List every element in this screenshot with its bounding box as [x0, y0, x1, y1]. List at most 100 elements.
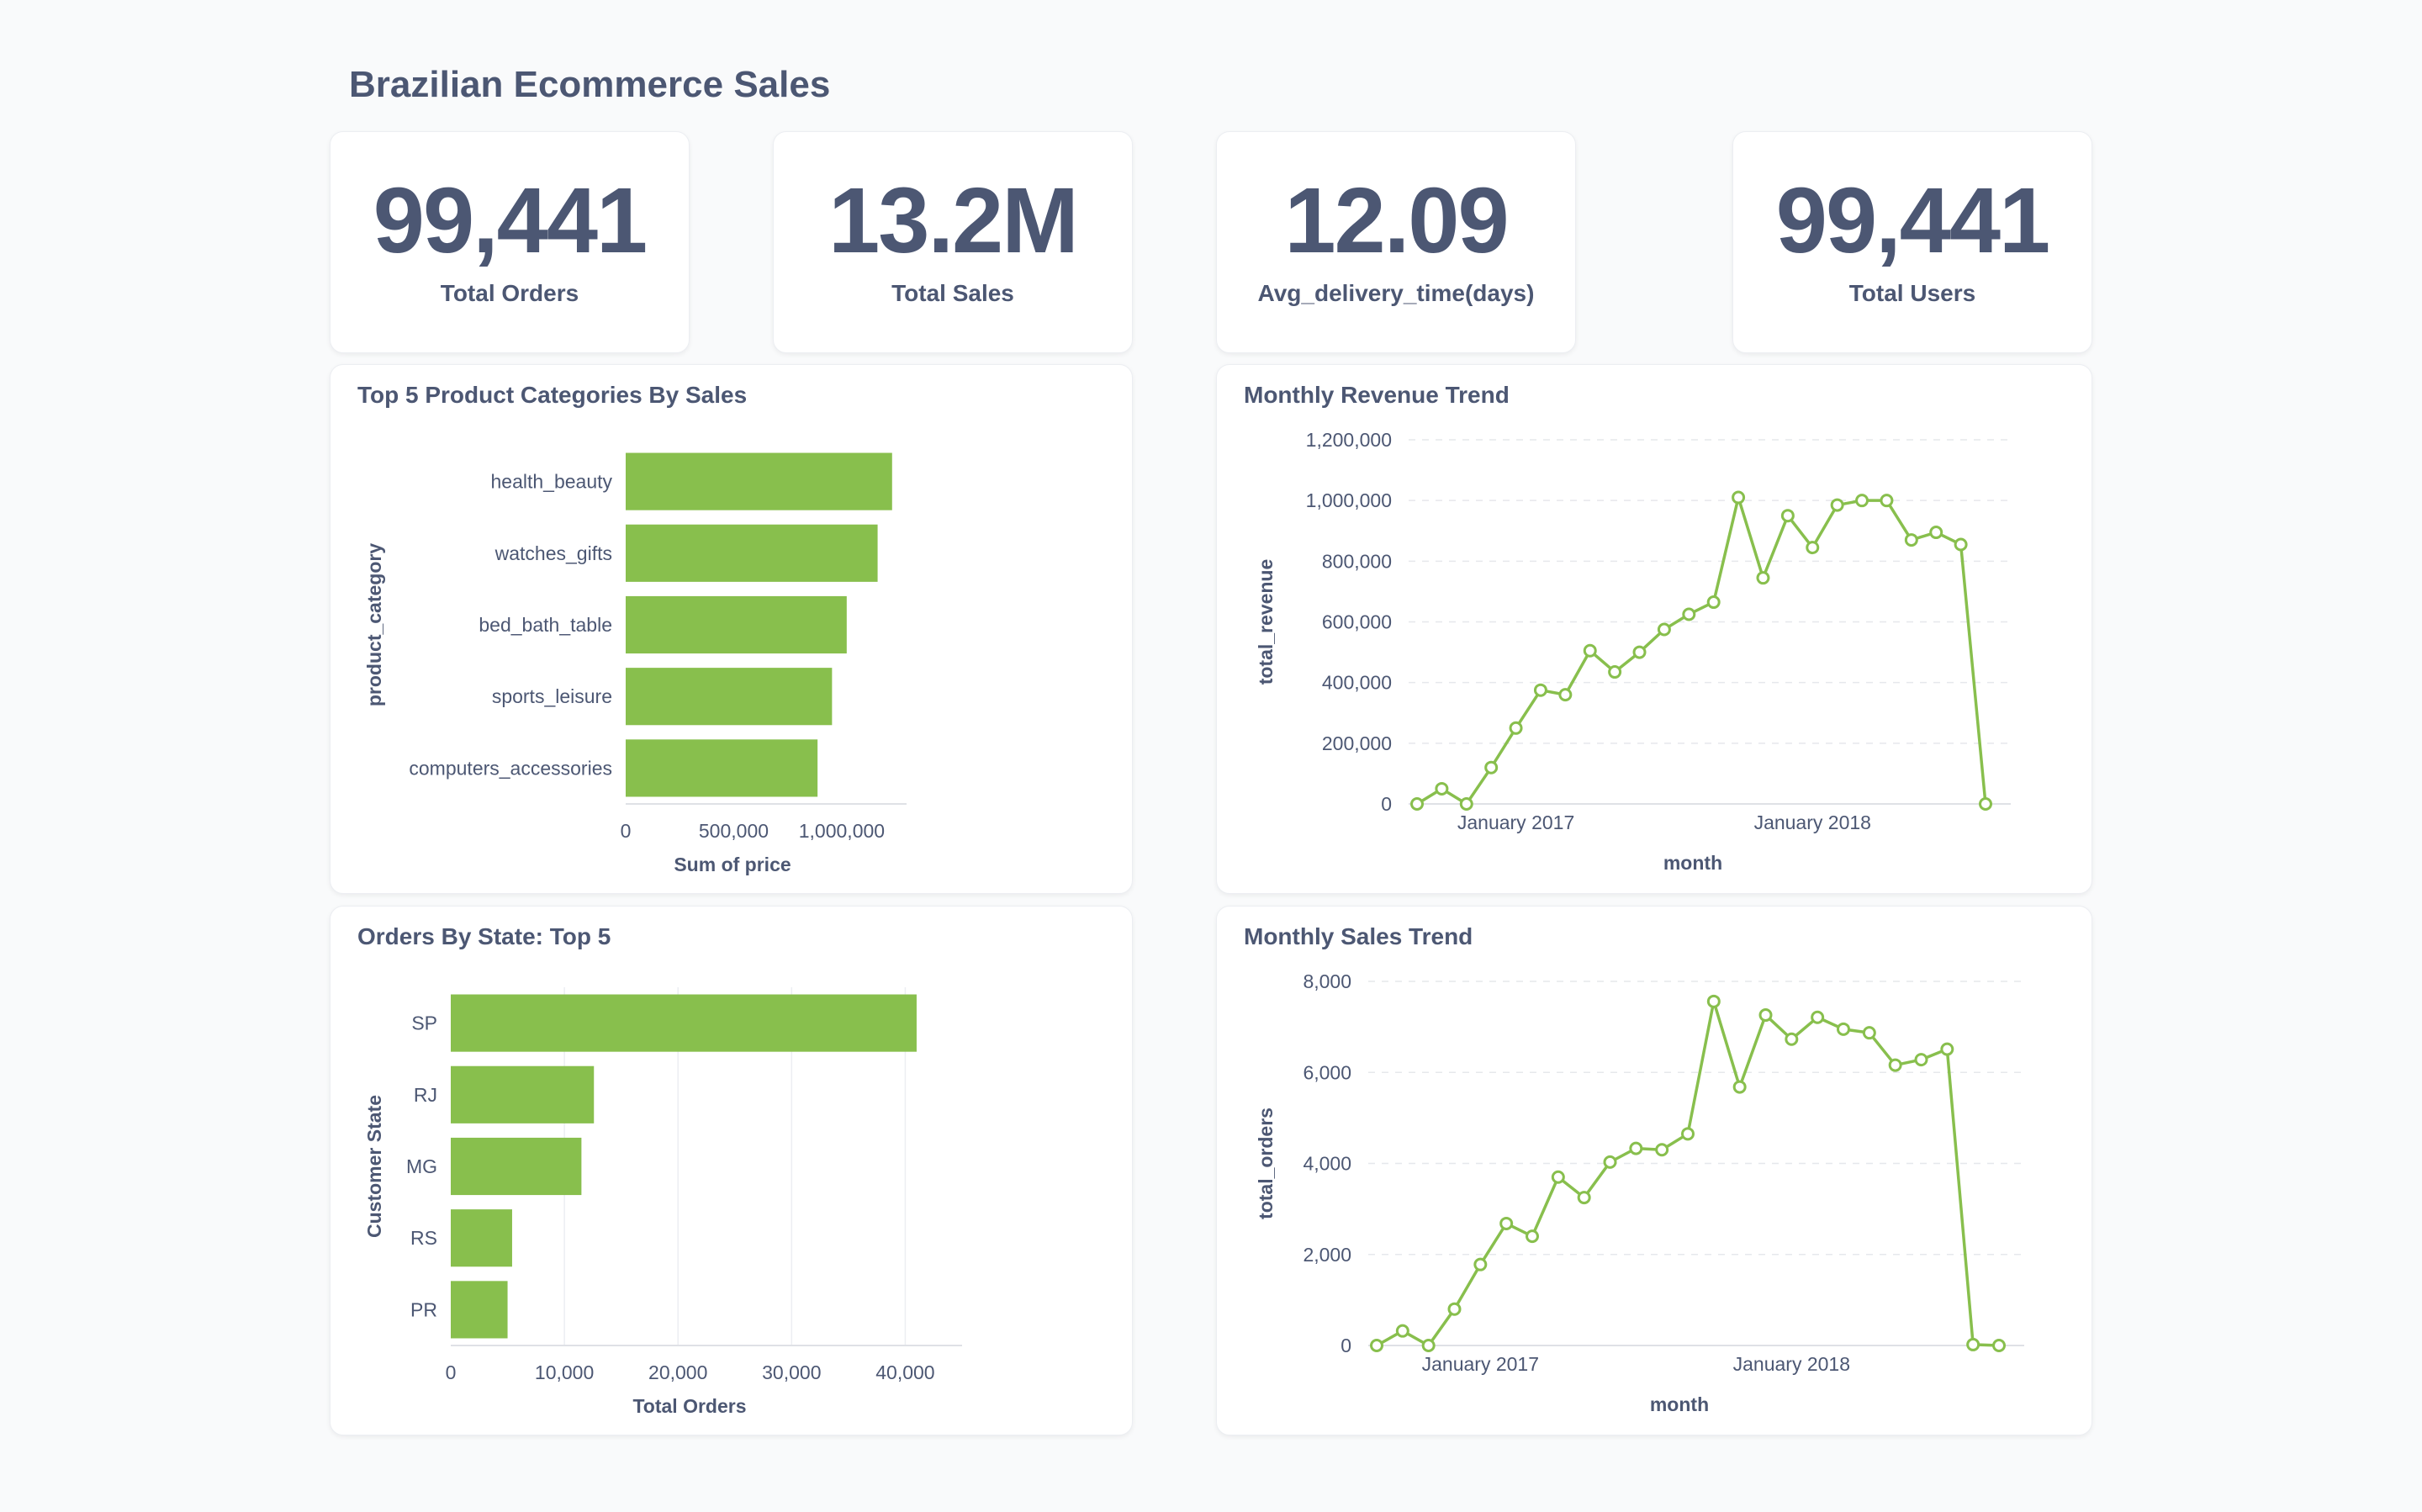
x-axis-title: month: [1663, 852, 1722, 874]
data-point: [1681, 1127, 1695, 1141]
data-point: [1632, 645, 1647, 659]
y-tick-label: 600,000: [1322, 611, 1392, 633]
x-tick-label: 40,000: [875, 1361, 934, 1383]
category-label: watches_gifts: [494, 542, 612, 564]
bar-computers_accessories: [626, 739, 818, 797]
data-point: [1484, 760, 1499, 775]
bar-health_beauty: [626, 452, 892, 510]
category-label: MG: [406, 1155, 437, 1177]
revenue-line-chart: 0 200,000 400,000 600,000 800,000 1,000,000 1,…: [1255, 429, 2011, 874]
bar-PR: [451, 1281, 508, 1339]
dashboard-title: Brazilian Ecommerce Sales: [349, 64, 831, 105]
x-tick-label: January 2017: [1422, 1353, 1539, 1375]
category-label: PR: [410, 1298, 437, 1320]
data-point: [1929, 526, 1943, 540]
y-tick-label: 400,000: [1322, 672, 1392, 694]
kpi-label: Total Orders: [440, 280, 579, 306]
sales-line-chart: 0 2,000 4,000 6,000 8,000 January 2017 January…: [1255, 970, 2024, 1415]
data-point: [1966, 1337, 1980, 1351]
y-axis-title: total_orders: [1255, 1108, 1277, 1219]
x-tick-label: 0: [446, 1361, 457, 1383]
data-point: [1811, 1010, 1825, 1024]
data-point: [1533, 683, 1547, 697]
data-point: [1558, 688, 1573, 702]
chart-title: Top 5 Product Categories By Sales: [357, 382, 748, 408]
kpi-card-total-users[interactable]: 99,441 Total Users: [1732, 131, 2092, 353]
y-tick-label: 0: [1381, 793, 1392, 815]
chart-title: Orders By State: Top 5: [357, 923, 611, 949]
bar-bed_bath_table: [626, 595, 847, 654]
data-point: [1447, 1302, 1462, 1316]
chart-card-monthly-revenue[interactable]: Monthly Revenue Trend 0 200,000 400,000 600…: [1216, 364, 2092, 894]
y-axis-title: product_category: [363, 543, 385, 706]
data-point: [1499, 1216, 1514, 1230]
data-point: [1706, 994, 1721, 1008]
kpi-card-avg-delivery-time[interactable]: 12.09 Avg_delivery_time(days): [1216, 131, 1576, 353]
data-point: [1706, 595, 1721, 610]
data-point: [1421, 1339, 1436, 1352]
kpi-value: 12.09: [1284, 169, 1509, 272]
data-point: [1509, 721, 1523, 735]
data-point: [1904, 533, 1918, 547]
kpi-value: 99,441: [373, 169, 648, 272]
kpi-card-total-sales[interactable]: 13.2M Total Sales: [773, 131, 1133, 353]
data-point: [1551, 1170, 1565, 1184]
data-point: [1583, 643, 1597, 658]
data-point: [1806, 541, 1820, 555]
data-point: [1603, 1155, 1617, 1169]
data-point: [1459, 797, 1473, 811]
y-tick-label: 4,000: [1303, 1153, 1351, 1175]
y-tick-label: 1,000,000: [1306, 489, 1392, 511]
data-point: [1732, 1080, 1747, 1094]
y-tick-label: 800,000: [1322, 550, 1392, 572]
category-label: bed_bath_table: [479, 614, 612, 636]
x-tick-label: 20,000: [648, 1361, 707, 1383]
data-point: [1608, 665, 1622, 679]
data-point: [1526, 1229, 1539, 1244]
data-point: [1629, 1141, 1643, 1155]
x-tick-label: 10,000: [535, 1361, 594, 1383]
x-tick-label: January 2017: [1457, 812, 1574, 833]
chart-card-top-categories[interactable]: Top 5 Product Categories By Sales health…: [330, 364, 1133, 894]
bar-sports_leisure: [626, 668, 833, 726]
data-point: [1410, 797, 1424, 811]
category-label: RJ: [414, 1084, 437, 1106]
chart-card-monthly-sales[interactable]: Monthly Sales Trend 0 2,000 4,000 6,000 8,00…: [1216, 906, 2092, 1435]
bar-RJ: [451, 1065, 595, 1123]
kpi-label: Avg_delivery_time(days): [1257, 280, 1535, 306]
y-axis-title: Customer State: [363, 1095, 385, 1238]
bar-watches_gifts: [626, 524, 878, 582]
x-axis-title: month: [1650, 1393, 1709, 1415]
y-tick-label: 1,200,000: [1306, 429, 1392, 451]
data-point: [1780, 509, 1795, 523]
x-tick-label: 500,000: [699, 820, 769, 842]
data-point: [1830, 498, 1844, 512]
data-point: [1888, 1058, 1902, 1072]
data-point: [1837, 1022, 1850, 1036]
data-point: [1435, 781, 1449, 796]
kpi-value: 13.2M: [828, 169, 1079, 272]
bar-MG: [451, 1137, 582, 1196]
data-point: [1473, 1257, 1488, 1271]
x-axis-title: Total Orders: [632, 1395, 746, 1417]
data-point: [1395, 1324, 1409, 1338]
kpi-card-total-orders[interactable]: 99,441 Total Orders: [330, 131, 690, 353]
data-point: [1914, 1053, 1928, 1067]
category-label: computers_accessories: [409, 757, 612, 779]
data-point: [1682, 607, 1696, 621]
y-tick-label: 2,000: [1303, 1244, 1351, 1266]
category-label: RS: [410, 1227, 437, 1249]
data-point: [1655, 1143, 1669, 1157]
data-point: [1657, 622, 1671, 637]
bar-RS: [451, 1209, 512, 1267]
x-axis-title: Sum of price: [674, 854, 791, 875]
data-point: [1992, 1339, 2006, 1352]
chart-title: Monthly Sales Trend: [1244, 923, 1473, 949]
states-bar-chart: SP RJ MG RS PR 0 10,000 20,000 30,000 40,000 Total…: [363, 987, 962, 1417]
data-point: [1732, 490, 1746, 505]
category-label: SP: [411, 1012, 437, 1034]
kpi-value: 99,441: [1775, 169, 2050, 272]
series-line: [1376, 1000, 2000, 1347]
y-tick-label: 6,000: [1303, 1061, 1351, 1083]
chart-card-orders-by-state[interactable]: Orders By State: Top 5 SP RJ MG RS PR 0 10,000…: [330, 906, 1133, 1435]
